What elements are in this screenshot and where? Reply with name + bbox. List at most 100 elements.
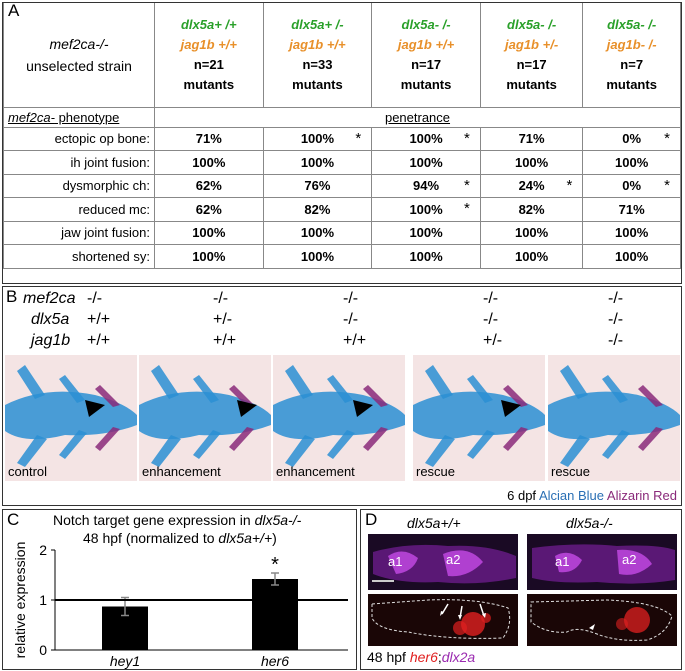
table-cell: 100% [479, 150, 584, 175]
penetrance-value: 100% [615, 248, 649, 264]
table-cell: 100% [154, 220, 264, 245]
penetrance-value: 100% [300, 154, 335, 170]
genotype-label: +/- [213, 311, 233, 328]
col-n: n=17 [411, 57, 442, 73]
genotype-left: dlx5a+/+ [407, 515, 461, 531]
cartilage-image: control [5, 355, 137, 481]
penetrance-value: 100% [192, 225, 226, 241]
significance-star: * [664, 129, 670, 147]
chart-title-line2: 48 hpf (normalized to dlx5a+/+) [83, 530, 277, 546]
genotype-label: -/- [343, 311, 359, 328]
hpf-label: 48 hpf [367, 649, 406, 665]
stain-alcian-blue: Alcian Blue [538, 488, 604, 503]
stain-alizarin-red: Alizarin Red [606, 488, 677, 503]
table-cell: 100% [479, 220, 584, 245]
significance-star: * [271, 554, 279, 576]
table-cell: 100% [479, 244, 584, 269]
col-mutants: mutants [292, 77, 343, 93]
col-jag: jag1b- /- [606, 37, 657, 53]
panel-label-b: B [6, 287, 18, 306]
col-dlx: dlx5a+ /+ [180, 17, 237, 33]
penetrance-value: 100% [409, 154, 443, 170]
condition-caption: control [8, 464, 48, 479]
table-cell: 94% * [371, 173, 481, 198]
table-cell: 100% [154, 150, 264, 175]
title-gene: dlx5a-/- [254, 512, 302, 528]
panel-label-c: C [7, 510, 20, 529]
penetrance-value: 71% [195, 131, 222, 147]
penetrance-value: 82% [518, 201, 545, 217]
gene-name-mef2ca: mef2ca [23, 290, 76, 307]
col-mutants: mutants [606, 77, 657, 93]
penetrance-value: 24% [518, 178, 545, 194]
significance-star: * [464, 129, 470, 147]
y-axis-label: relative expression [12, 542, 28, 659]
corner-cell: mef2ca-/- unselected strain [3, 3, 155, 108]
penetrance-value: 62% [195, 201, 222, 217]
bar [252, 579, 298, 650]
penetrance-value: 76% [304, 178, 331, 194]
panel-a: mef2ca-/- unselected strain dlx5a+ /+ ja… [2, 1, 682, 284]
penetrance-value: 100% [409, 201, 443, 217]
table-row: ih joint fusion: 100% 100% 100% 100% 100% [3, 150, 681, 175]
image-her6-mut [527, 594, 677, 646]
stain-legend: 6 dpf Alcian Blue Alizarin Red [507, 488, 677, 503]
table-cell: 100% * [371, 126, 481, 151]
penetrance-value: 100% [192, 154, 226, 170]
title-line2-post: ) [272, 530, 277, 546]
col-dlx: dlx5a- /- [607, 17, 657, 33]
y-tick-label: 1 [39, 592, 47, 608]
genotype-label: -/- [608, 290, 624, 307]
gene-name-dlx5a: dlx5a [31, 311, 70, 328]
table-cell: 100% [371, 244, 481, 269]
table-cell: 71% [582, 197, 681, 222]
significance-star: * [664, 176, 670, 194]
table-cell: 62% [154, 197, 264, 222]
genotype-label: +/+ [343, 332, 367, 349]
penetrance-value: 0% [622, 178, 642, 194]
panel-d: D dlx5a+/+ dlx5a-/- a1 a2 a1 a2 [360, 509, 682, 670]
col-mutants: mutants [506, 77, 557, 93]
row-label: jaw joint fusion: [3, 220, 155, 245]
chart-title-line1: Notch target gene expression in dlx5a-/- [53, 512, 301, 528]
table-cell: 100% [371, 220, 481, 245]
col-jag: jag1b +/- [505, 37, 559, 53]
table-cell: 100% [582, 220, 681, 245]
genotype-label: +/+ [87, 311, 111, 328]
y-tick-label: 2 [39, 542, 47, 558]
image-dlx2a-mut: a1 a2 [527, 534, 677, 590]
title-line2-pre: 48 hpf (normalized to [83, 530, 219, 546]
col-n: n=7 [620, 57, 644, 73]
table-cell: 100% * [371, 197, 481, 222]
panel-c: C Notch target gene expression in dlx5a-… [2, 509, 357, 670]
row-label: ectopic op bone: [3, 126, 155, 151]
corner-unselected: unselected strain [26, 57, 132, 74]
title-line2-gene: dlx5a+/+ [218, 530, 273, 546]
penetrance-value: 100% [615, 225, 649, 241]
col-jag: jag1b +/+ [180, 37, 237, 53]
cartilage-image: enhancement [273, 355, 405, 481]
table-cell: 71% [154, 126, 264, 151]
arch-a1: a1 [555, 554, 570, 569]
table-cell: 100% [154, 244, 264, 269]
table-cell: 100% [582, 244, 681, 269]
genotype-label: -/- [483, 311, 499, 328]
genotype-label: -/- [87, 290, 103, 307]
panel-label-d: D [365, 510, 378, 529]
arch-a2: a2 [446, 552, 461, 567]
table-cell: 100% [262, 220, 373, 245]
row-label: reduced mc: [3, 197, 155, 222]
image-her6-wt [368, 594, 518, 646]
scale-bar [372, 580, 394, 582]
genotype-label: -/- [608, 311, 624, 328]
penetrance-value: 100% [300, 248, 335, 264]
table-row: dysmorphic ch: 62% 76% 94% * 24% * 0% * [3, 173, 681, 198]
significance-star: * [566, 176, 573, 194]
genotype-label: +/+ [213, 332, 237, 349]
penetrance-value: 100% [409, 131, 443, 147]
y-tick-label: 0 [39, 642, 47, 658]
column-header-5: dlx5a- /- jag1b- /- n=7 mutants [582, 3, 681, 108]
condition-caption: enhancement [142, 464, 221, 479]
condition-caption: rescue [551, 464, 591, 479]
table-cell: 100% [582, 150, 681, 175]
